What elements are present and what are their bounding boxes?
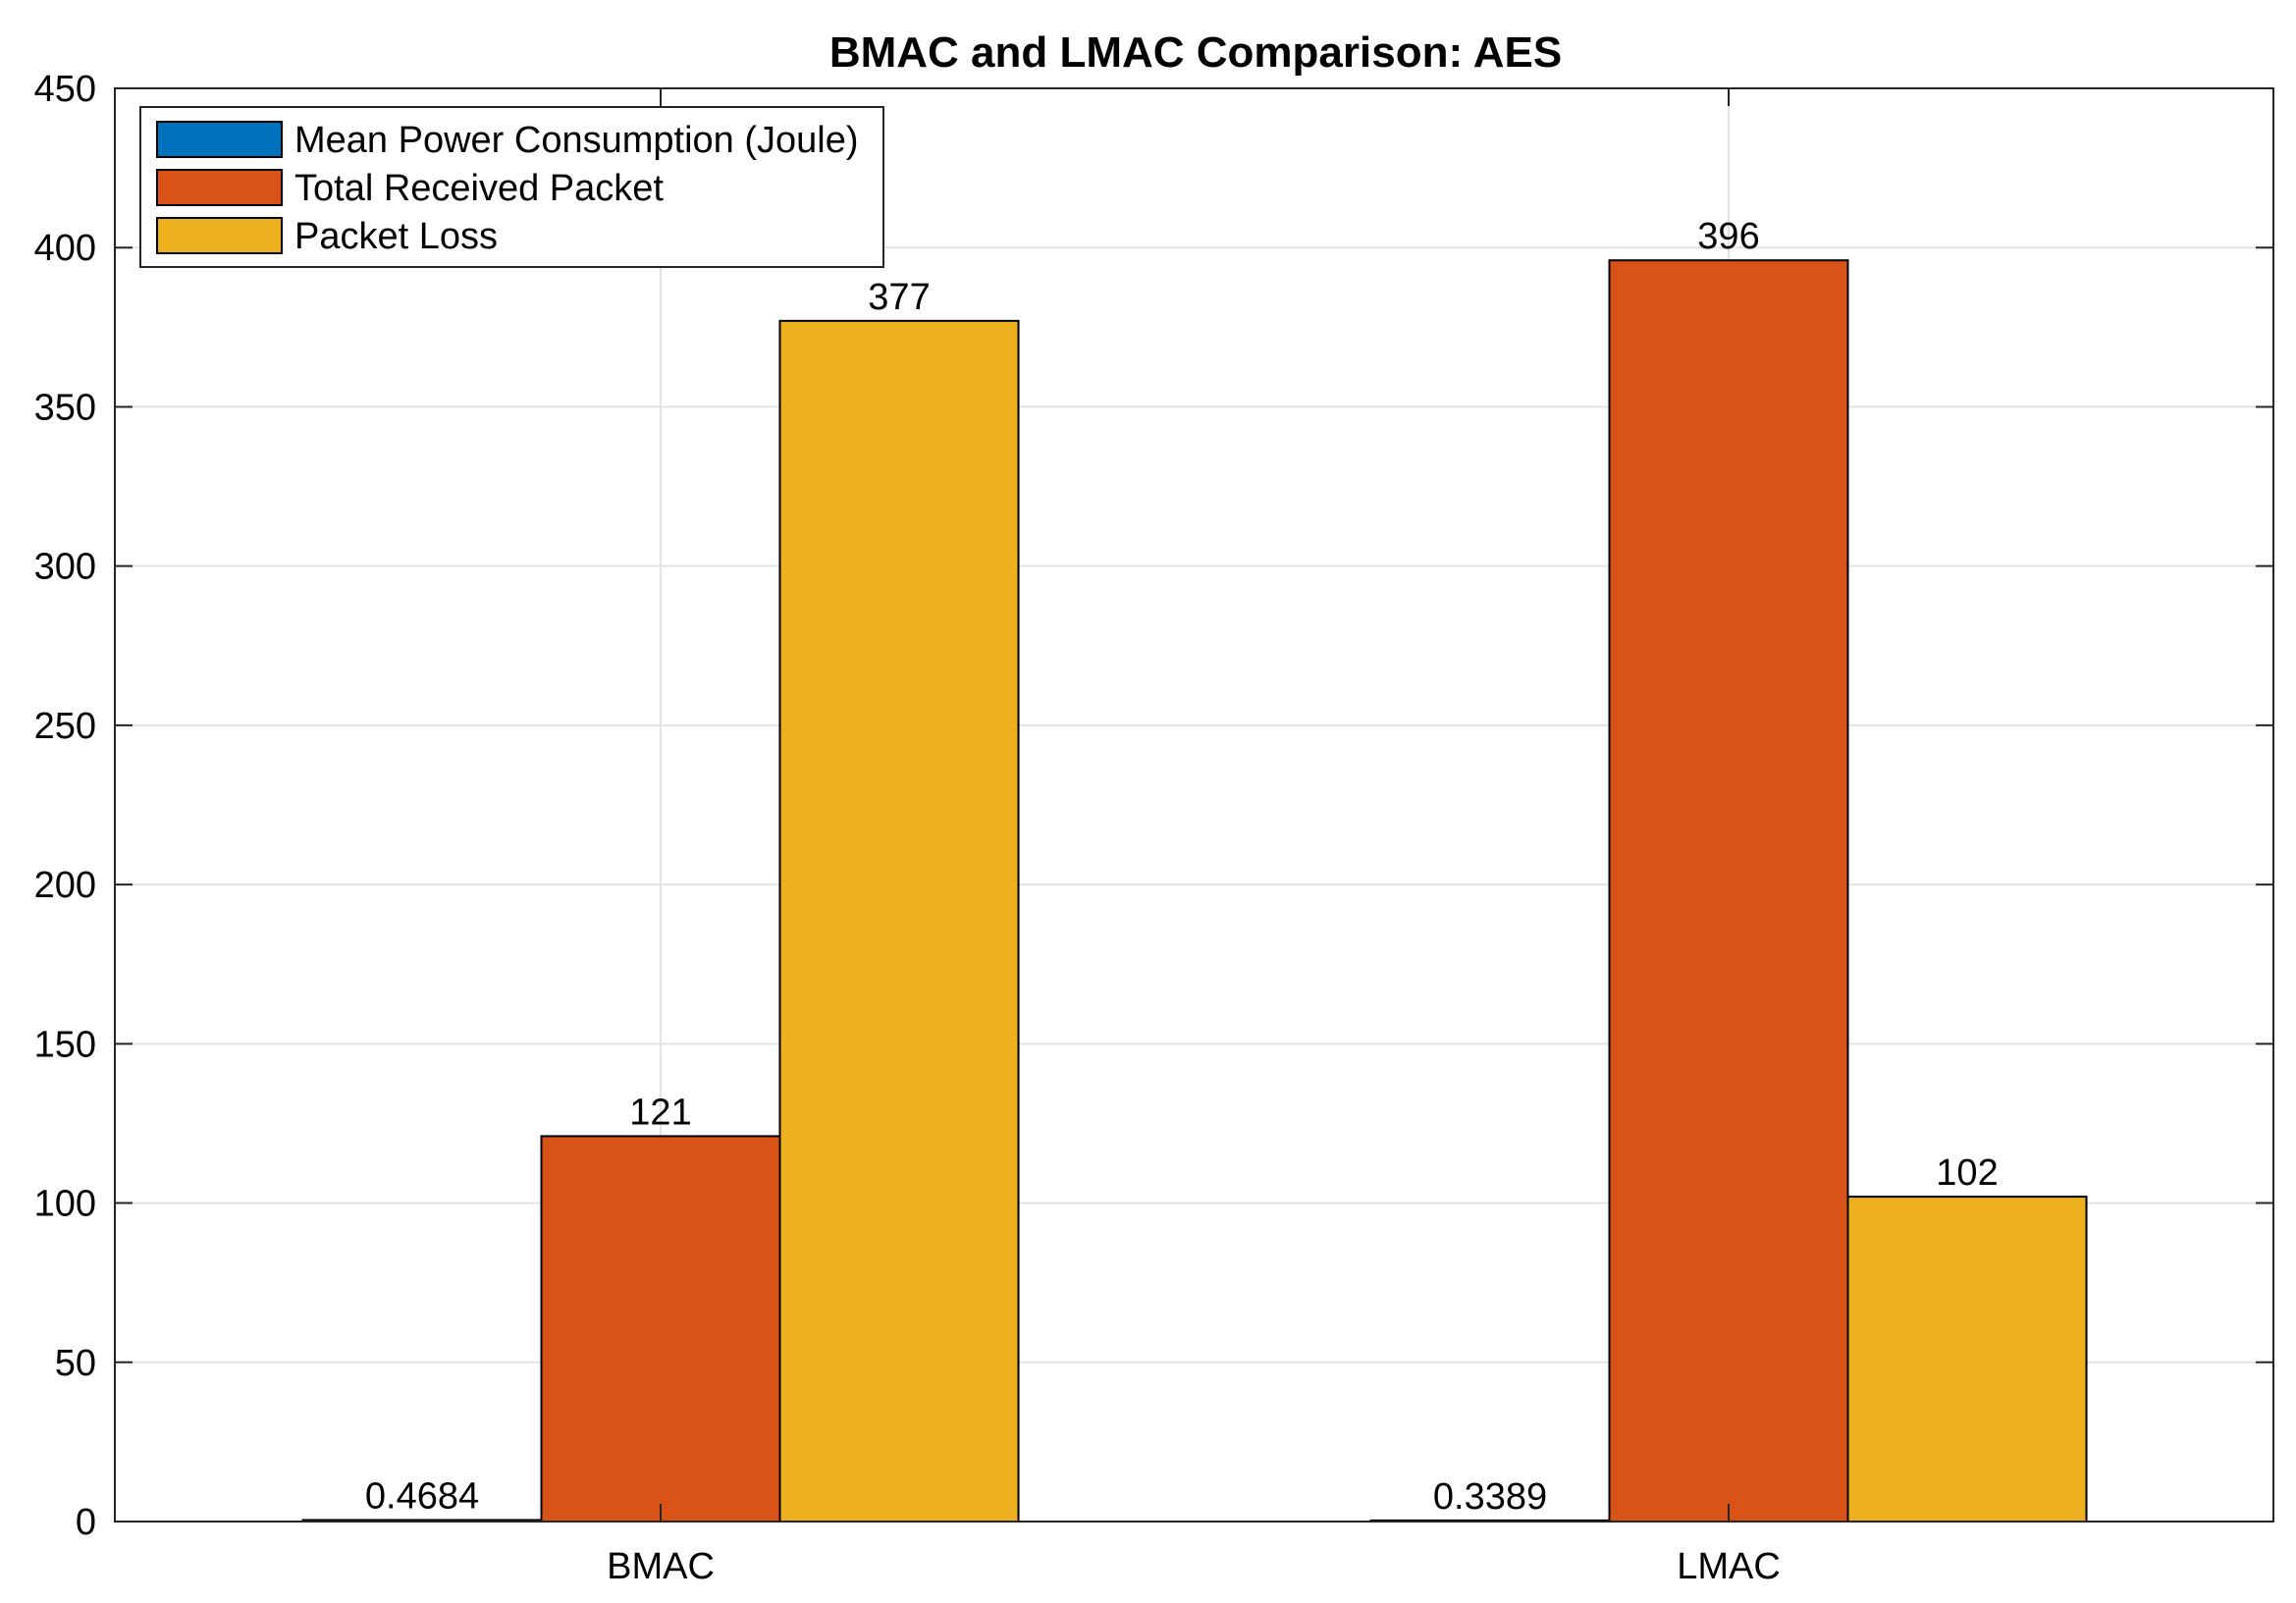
legend: Mean Power Consumption (Joule) Total Rece…: [139, 106, 884, 268]
legend-label-series-2: Total Received Packet: [294, 168, 664, 209]
x-tick-label-lmac: LMAC: [1677, 1546, 1781, 1587]
legend-label-series-3: Packet Loss: [294, 216, 498, 257]
y-tick-label: 450: [34, 69, 96, 110]
data-label-bmac-series-3: 377: [868, 277, 930, 318]
bar-bmac-series-2: [540, 1135, 781, 1523]
y-tick-label: 350: [34, 387, 96, 428]
data-label-lmac-series-3: 102: [1936, 1152, 1998, 1194]
bars: [301, 259, 2088, 1523]
y-tick-label: 50: [55, 1343, 96, 1384]
data-labels: 0.4684 0.3389 121 396 377 102: [365, 216, 1999, 1518]
data-label-lmac-series-2: 396: [1697, 216, 1759, 257]
x-tick-label-bmac: BMAC: [607, 1546, 715, 1587]
y-tick-label: 150: [34, 1024, 96, 1065]
data-label-bmac-series-1: 0.4684: [365, 1475, 479, 1517]
legend-swatch-series-2: [156, 169, 283, 206]
y-tick-label: 100: [34, 1184, 96, 1225]
plot-area-border: [114, 87, 2274, 1523]
bar-bmac-series-3: [778, 319, 1020, 1523]
legend-swatch-series-1: [156, 121, 283, 158]
bar-lmac-series-2: [1608, 259, 1849, 1523]
data-label-bmac-series-2: 121: [629, 1092, 691, 1133]
y-tick-label: 0: [76, 1502, 96, 1543]
axes: 0 50 100 150 200 250 300 350 400 450 BMAC LMAC: [34, 69, 2274, 1587]
chart-title: BMAC and LMAC Comparison: AES: [829, 28, 1562, 77]
legend-swatch-series-3: [156, 217, 283, 254]
y-tick-label: 250: [34, 706, 96, 747]
legend-label-series-1: Mean Power Consumption (Joule): [294, 120, 859, 161]
y-tick-label: 300: [34, 547, 96, 588]
y-tick-label: 200: [34, 865, 96, 906]
data-label-lmac-series-1: 0.3389: [1433, 1476, 1547, 1518]
y-tick-label: 400: [34, 228, 96, 269]
bar-lmac-series-3: [1846, 1196, 2088, 1523]
